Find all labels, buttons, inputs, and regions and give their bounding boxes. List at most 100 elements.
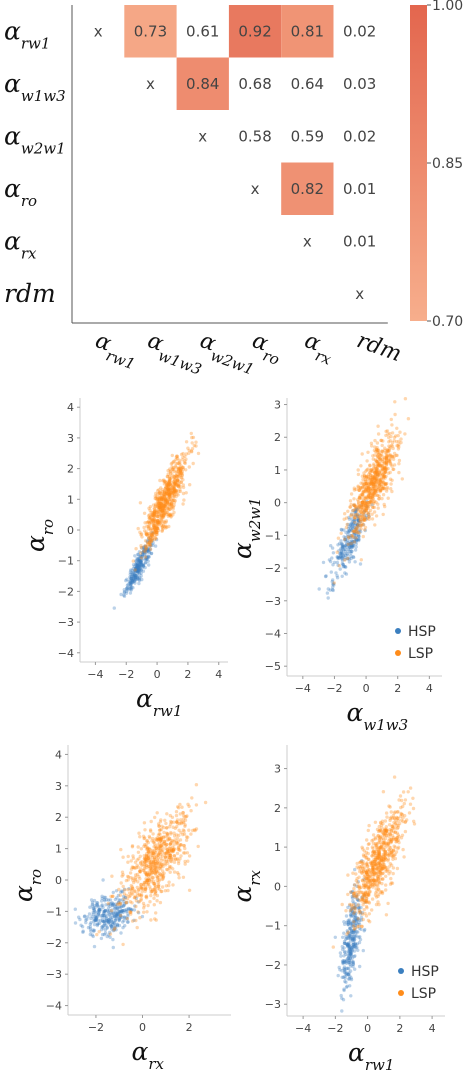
y-tick-label: −4 (265, 627, 281, 640)
legend-marker-lsp (398, 990, 404, 996)
scatter-point (132, 572, 136, 576)
scatter-point (181, 485, 186, 490)
scatter-point (134, 566, 138, 571)
scatter-point (168, 513, 173, 517)
scatter-point (336, 973, 340, 978)
scatter-point (349, 913, 353, 917)
scatter-point (393, 822, 397, 826)
scatter-point (138, 530, 142, 534)
scatter-point (181, 832, 185, 837)
scatter-point (140, 558, 144, 562)
scatter-point (389, 434, 393, 439)
scatter-point (146, 520, 150, 524)
heatmap-col-label-base: rdm (353, 328, 404, 367)
scatter-point (160, 496, 164, 500)
scatter-point (340, 574, 344, 578)
scatter-point (370, 839, 374, 843)
y-tick-label: 0 (274, 497, 281, 510)
scatter-point (153, 815, 157, 820)
scatter-point (181, 817, 186, 821)
scatter-point (346, 526, 351, 531)
scatter-point (362, 929, 366, 933)
scatter-point (129, 581, 133, 585)
scatter-point (138, 557, 142, 561)
scatter-point (73, 921, 78, 925)
scatter-point (158, 504, 162, 508)
scatter-point (149, 527, 153, 531)
scatter-point (111, 890, 116, 895)
scatter-point (152, 521, 156, 525)
scatter-point (178, 460, 182, 464)
scatter-point (155, 899, 159, 903)
heatmap-col-label-sub: rx (313, 346, 334, 368)
scatter-point (169, 491, 173, 495)
scatter-point (139, 532, 144, 536)
scatter-point (190, 796, 194, 800)
scatter-point (381, 836, 385, 840)
scatter-point (344, 920, 349, 924)
scatter-point (367, 887, 371, 891)
x-tick-label: −4 (295, 682, 311, 695)
scatter-point (162, 493, 166, 497)
scatter-point (150, 513, 154, 517)
scatter-point (172, 500, 177, 505)
scatter-point (133, 889, 137, 893)
scatter-point (135, 574, 140, 578)
scatter-point (135, 565, 139, 570)
scatter-point (142, 548, 146, 553)
scatter-point (156, 505, 160, 509)
heatmap-cell (124, 5, 177, 58)
scatter-point (142, 552, 146, 556)
scatter-point (346, 873, 350, 877)
scatter-point (388, 882, 393, 886)
scatter-point (109, 924, 114, 928)
scatter-point (138, 568, 142, 572)
scatter-point (139, 571, 143, 575)
scatter-point (136, 557, 140, 562)
scatter-point (100, 915, 104, 920)
x-axis-title-sub: rx (148, 1055, 164, 1073)
scatter-point (118, 893, 123, 897)
scatter-point (166, 484, 170, 488)
scatter-point (374, 500, 378, 504)
x-axis-title-base: α (132, 1037, 149, 1066)
heatmap-col-label-sub: ro (260, 346, 281, 368)
scatter-point (133, 569, 137, 574)
scatter-point (150, 537, 154, 541)
scatter-point (395, 866, 400, 871)
scatter-point (357, 488, 361, 492)
scatter-point (164, 499, 169, 503)
scatter-point (172, 860, 177, 864)
scatter-point (374, 514, 379, 518)
scatter-point (353, 520, 357, 524)
scatter-point (163, 525, 167, 529)
scatter-point (172, 487, 176, 491)
scatter-point (155, 530, 159, 535)
scatter-point (139, 860, 143, 864)
scatter-point (346, 541, 350, 545)
y-axis-title-base: α (9, 885, 38, 902)
scatter-point (160, 504, 164, 508)
scatter-point (137, 559, 141, 563)
scatter-point (149, 829, 153, 833)
scatter-point (411, 806, 416, 811)
scatter-point (152, 538, 156, 542)
scatter-point (160, 497, 164, 501)
scatter-point (347, 517, 352, 521)
scatter-point (131, 563, 136, 567)
scatter-point (150, 531, 154, 535)
scatter-point (176, 484, 180, 488)
scatter-point (162, 858, 166, 862)
scatter-point (391, 871, 395, 876)
y-tick-label: 3 (274, 399, 281, 412)
scatter-point (170, 467, 175, 471)
scatter-point (164, 497, 168, 502)
scatter-point (146, 527, 150, 531)
scatter-point (159, 497, 164, 501)
y-axis-title: αro (21, 519, 57, 552)
scatter-point (403, 829, 408, 834)
scatter-point (136, 559, 141, 564)
scatter-point (398, 794, 403, 798)
scatter-point (181, 828, 185, 832)
